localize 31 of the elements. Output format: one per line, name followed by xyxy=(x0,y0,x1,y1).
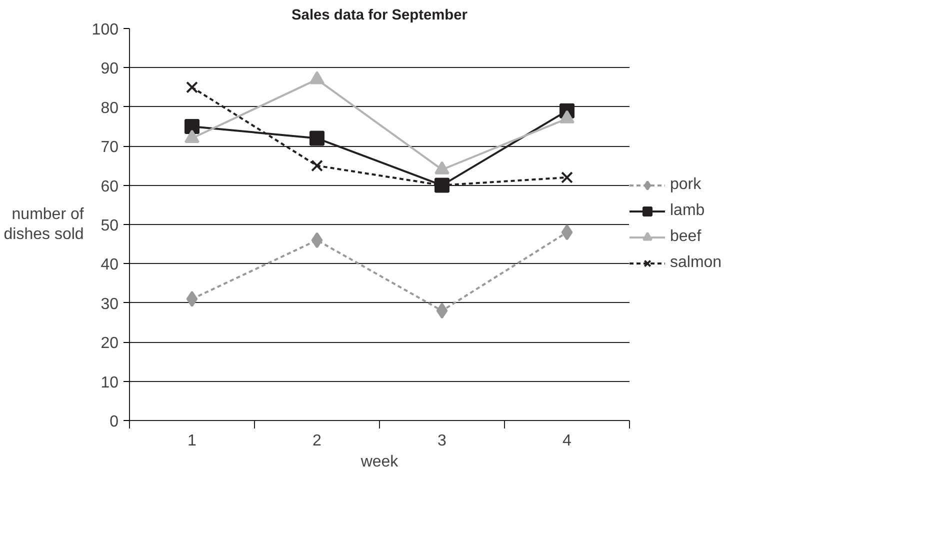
y-tick-label: 100 xyxy=(92,22,119,38)
point xyxy=(310,130,324,146)
x-tick-label: 3 xyxy=(438,432,447,450)
point xyxy=(186,290,198,307)
y-axis-title: number of dishes sold xyxy=(4,206,84,244)
y-tick-label: 90 xyxy=(100,60,119,78)
point xyxy=(184,119,200,134)
point xyxy=(436,302,448,319)
x-axis-title: week xyxy=(360,454,400,470)
y-tick-label: 30 xyxy=(100,296,119,313)
point xyxy=(311,160,323,172)
y-tick-label: 10 xyxy=(100,374,119,392)
y-tick-label: 20 xyxy=(100,335,119,352)
y-tick-label: 40 xyxy=(100,256,119,274)
legend-label: pork xyxy=(670,176,702,194)
chart-title: Sales data for September xyxy=(292,8,468,24)
y-tick-label: 80 xyxy=(100,100,119,117)
point xyxy=(561,224,573,240)
x-tick-label: 2 xyxy=(312,432,322,450)
x-tick-label: 1 xyxy=(188,432,197,450)
y-tick-label: 70 xyxy=(100,139,119,156)
legend-label: beef xyxy=(670,228,702,246)
x-tick-label: 4 xyxy=(562,432,572,450)
legend-label: salmon xyxy=(670,254,722,272)
point xyxy=(311,232,323,248)
y-tick-label: 50 xyxy=(100,218,119,234)
y-tick-label: 60 xyxy=(100,178,119,196)
point xyxy=(561,172,573,184)
legend-label: lamb xyxy=(670,202,705,220)
point xyxy=(186,81,198,94)
y-tick-label: 0 xyxy=(110,414,119,430)
